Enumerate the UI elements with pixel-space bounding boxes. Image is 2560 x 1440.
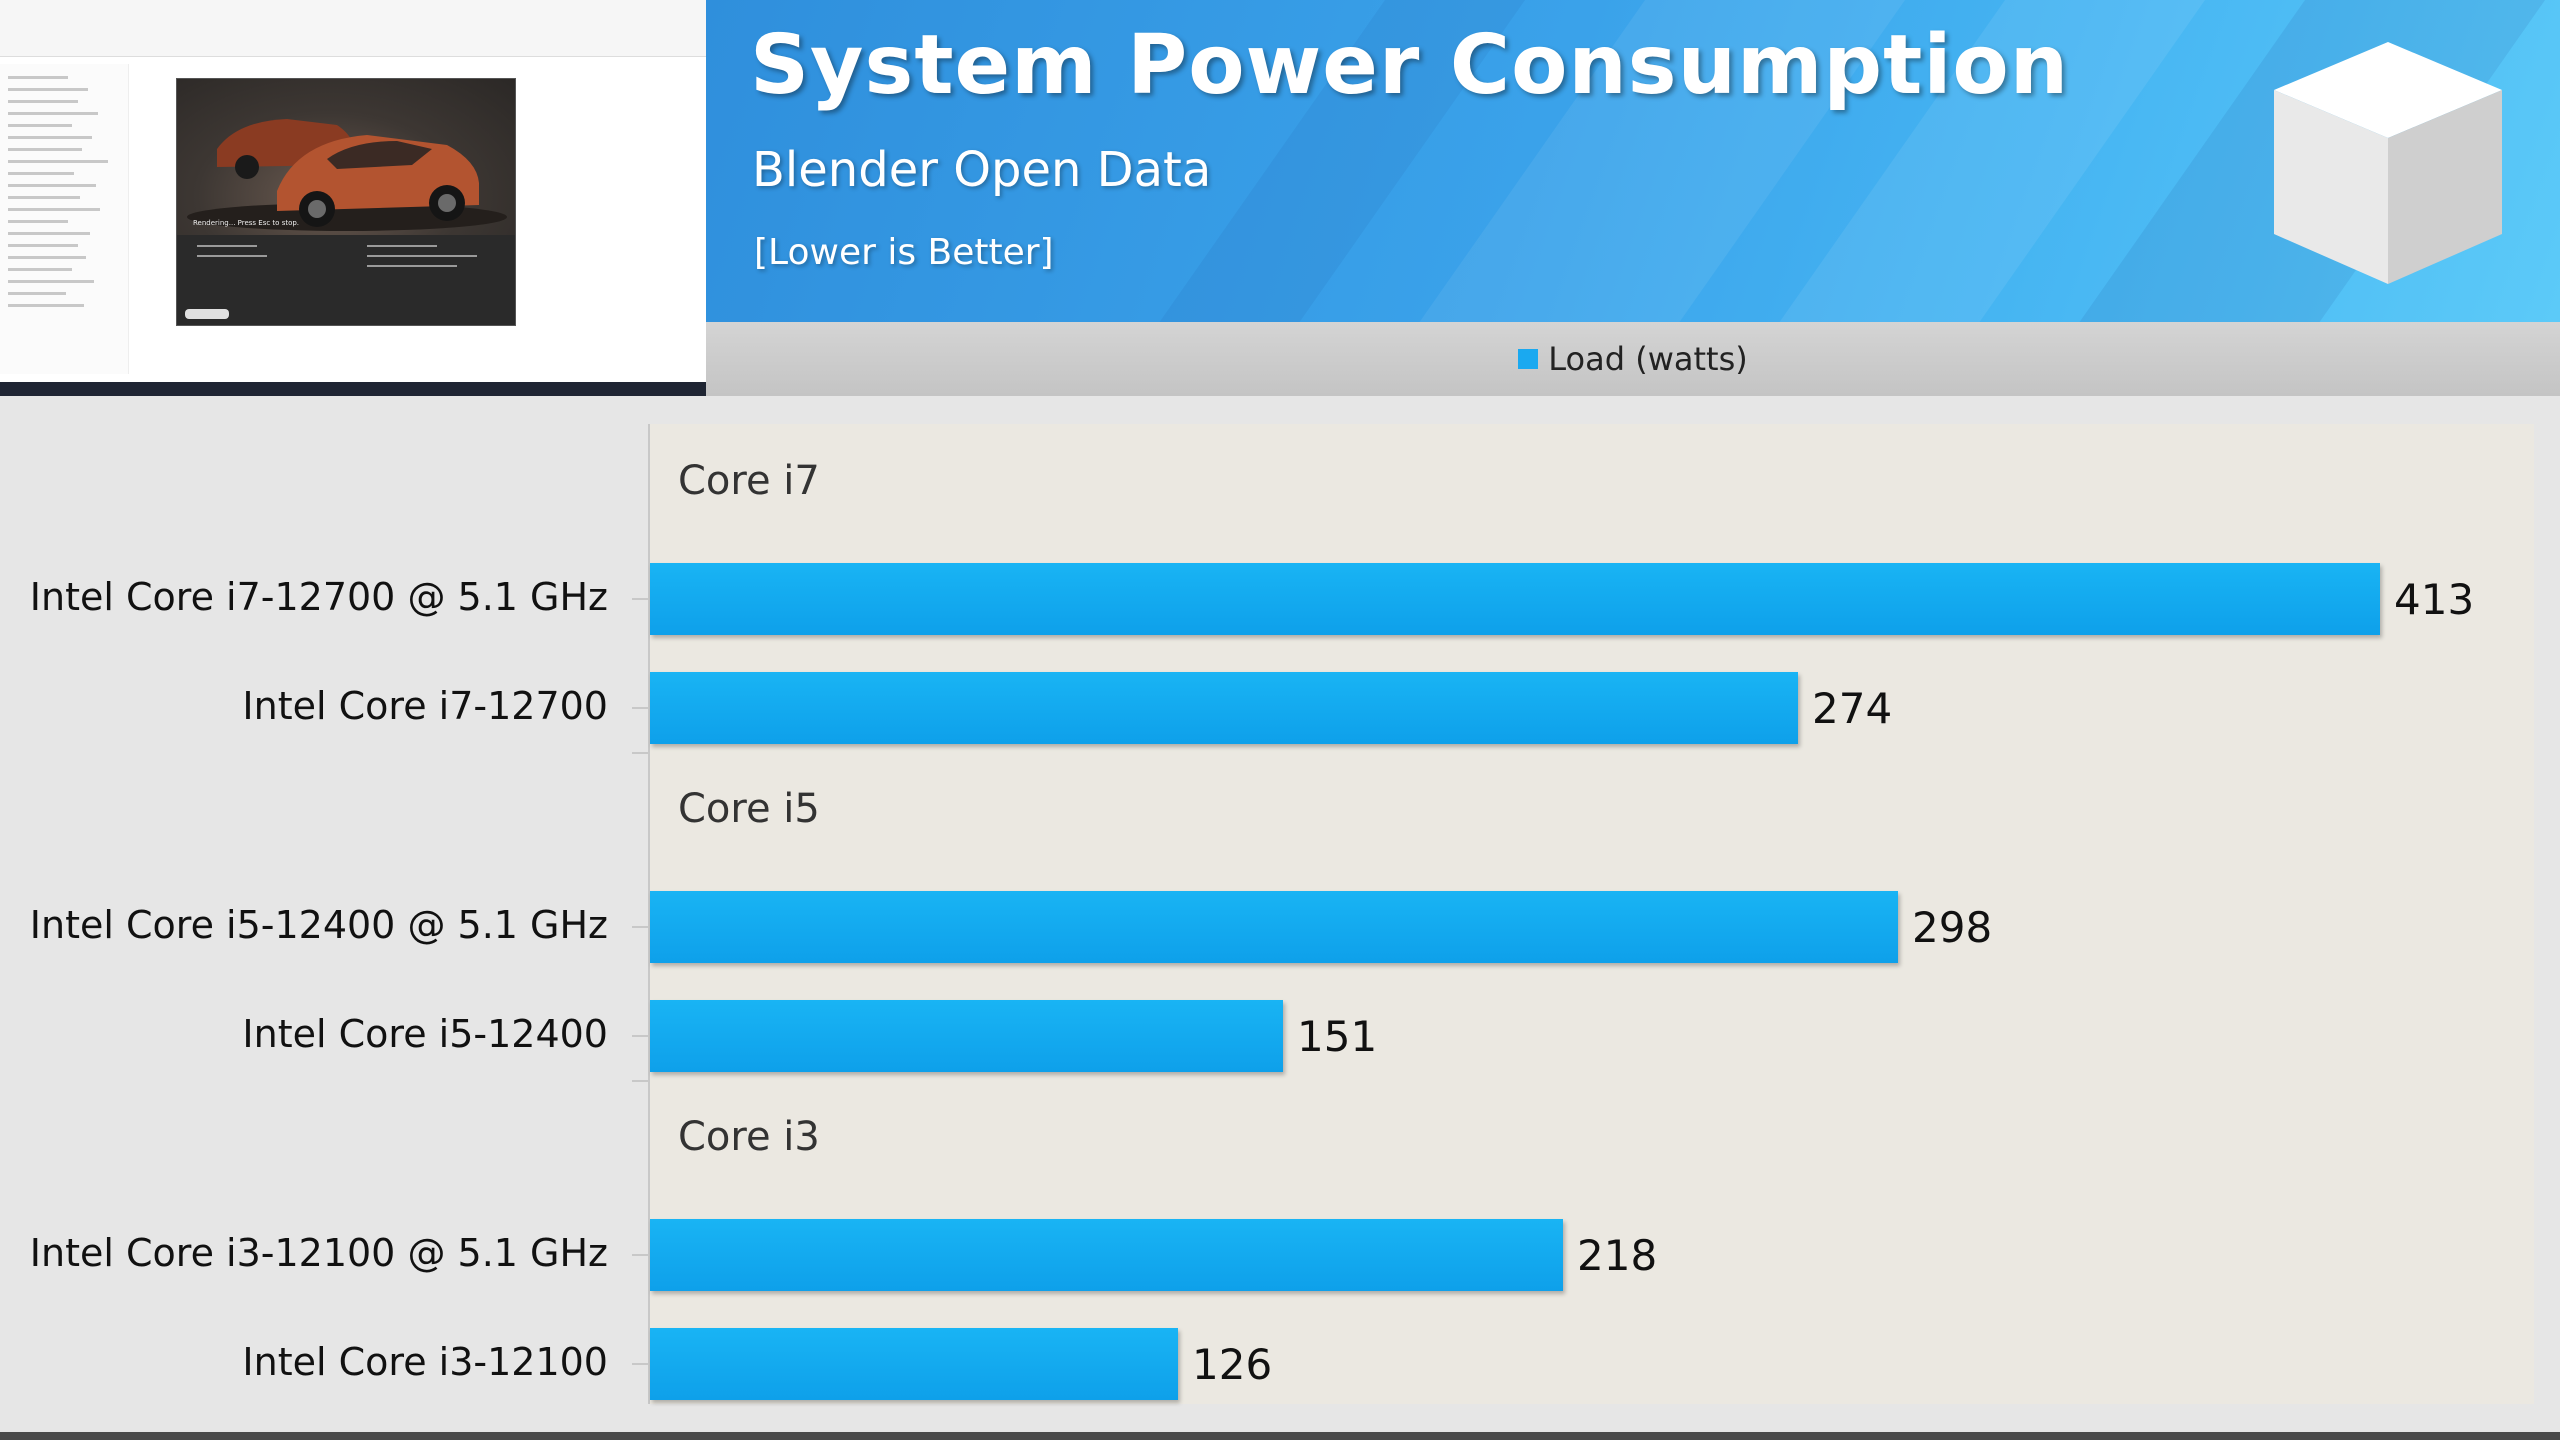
inset-screenshot: Rendering... Press Esc to stop.	[0, 0, 707, 396]
data-label: 151	[1297, 1011, 1378, 1061]
cube-logo-icon	[2274, 42, 2502, 284]
data-label: 298	[1912, 902, 1993, 952]
rendered-car-image	[177, 79, 515, 235]
group-label: Core i7	[678, 458, 820, 504]
bottom-strip	[0, 1432, 2560, 1440]
category-label: Intel Core i3-12100	[242, 1339, 608, 1384]
chart-legend: Load (watts)	[706, 322, 2560, 396]
category-label: Intel Core i7-12700 @ 5.1 GHz	[29, 574, 608, 619]
axis-tick	[632, 1034, 648, 1037]
bar	[650, 671, 1798, 744]
data-label: 413	[2394, 574, 2475, 624]
data-label: 126	[1192, 1339, 1273, 1389]
bar	[650, 890, 1898, 963]
bar	[650, 1327, 1178, 1400]
category-label: Intel Core i5-12400 @ 5.1 GHz	[29, 902, 608, 947]
inset-taskbar	[0, 382, 706, 396]
header-banner: System Power Consumption Blender Open Da…	[706, 0, 2560, 322]
category-label: Intel Core i7-12700	[242, 683, 608, 728]
blender-logo	[185, 309, 229, 319]
legend-swatch	[1518, 349, 1539, 369]
inset-render-window: Rendering... Press Esc to stop.	[176, 78, 516, 326]
render-status-text: Rendering... Press Esc to stop.	[193, 219, 300, 227]
bar	[650, 1218, 1563, 1291]
axis-tick	[632, 1362, 648, 1365]
category-label: Intel Core i3-12100 @ 5.1 GHz	[29, 1230, 608, 1275]
chart-note: [Lower is Better]	[754, 232, 1054, 273]
chart-subtitle: Blender Open Data	[752, 142, 1212, 198]
axis-tick	[632, 1080, 648, 1082]
group-label: Core i5	[678, 786, 820, 832]
inset-navigation-pane	[0, 64, 129, 374]
axis-tick	[632, 597, 648, 600]
group-label: Core i3	[678, 1114, 820, 1160]
inset-ribbon	[0, 0, 706, 57]
data-label: 218	[1577, 1230, 1658, 1280]
category-label: Intel Core i5-12400	[242, 1011, 608, 1056]
axis-tick	[632, 925, 648, 928]
bar-chart: Core i7 Intel Core i7-12700 @ 5.1 GHz 413 I…	[0, 396, 2560, 1440]
legend-label: Load (watts)	[1548, 340, 1748, 378]
category-axis	[648, 424, 650, 1404]
bar	[650, 562, 2380, 635]
axis-tick	[632, 1253, 648, 1256]
bar	[650, 999, 1283, 1072]
data-label: 274	[1812, 683, 1893, 733]
chart-title: System Power Consumption	[750, 18, 2070, 113]
axis-tick	[632, 752, 648, 754]
axis-tick	[632, 706, 648, 709]
